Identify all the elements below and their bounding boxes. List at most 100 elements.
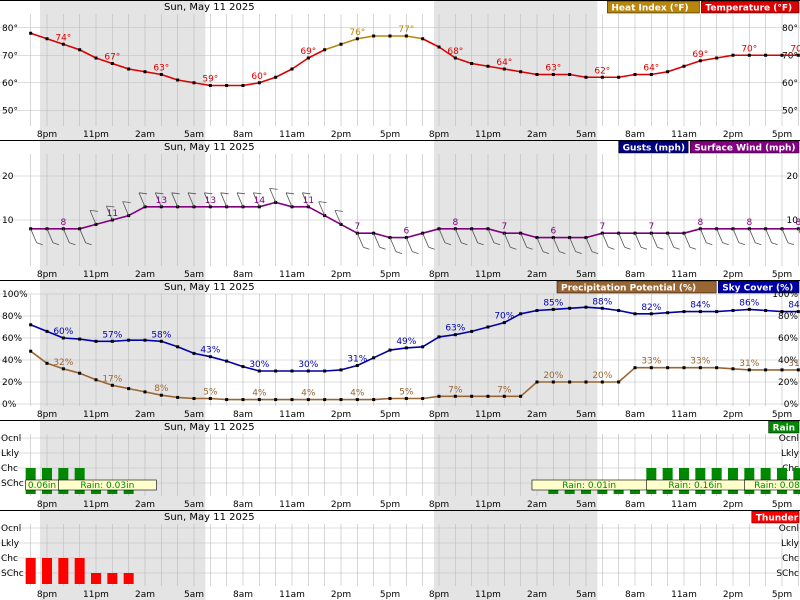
hour-tick-label: 5pm	[772, 410, 792, 420]
legend-label: Temperature (°F)	[705, 4, 792, 14]
panel-4: Sat, May 10 2025Sun, May 11 20258pm11pm2…	[0, 420, 800, 510]
wind-barb	[252, 192, 260, 207]
series-line-segment	[732, 368, 750, 371]
bars: 0.06in Rain: 0.03in Rain: 0.01in Rain: 0.16…	[25, 468, 800, 494]
data-label: 11	[303, 196, 314, 206]
data-point	[355, 37, 359, 41]
data-point	[208, 84, 212, 87]
point-labels: 60% 57% 58% 43% 30% 30% 31% 49% 63% 70% 85% 88% 82% 8…	[53, 297, 800, 398]
y-tick-left: 50°	[2, 106, 18, 116]
data-point	[584, 75, 588, 79]
series-line-segment	[79, 223, 97, 230]
data-point	[388, 34, 392, 38]
data-point	[241, 398, 245, 402]
wind-barb	[253, 192, 262, 195]
wind-barb	[155, 192, 164, 195]
data-point	[290, 398, 294, 402]
data-point	[682, 310, 686, 314]
data-label: 11	[107, 209, 118, 219]
wind-barb	[624, 246, 631, 250]
date-label: Sun, May 11 2025	[164, 282, 255, 293]
wind-barbs	[30, 188, 800, 254]
wind-barb	[89, 210, 97, 225]
wind-barb	[106, 205, 115, 208]
wind-barb	[203, 192, 211, 207]
series-line-segment	[63, 368, 80, 374]
hour-tick-label: 2am	[527, 410, 547, 420]
series-line-segment	[700, 57, 717, 62]
y-tick-right: 0%	[784, 400, 799, 410]
data-point	[339, 368, 343, 372]
category-label-right: Chc	[782, 554, 799, 564]
data-point	[257, 81, 261, 85]
wind-barb	[138, 192, 146, 207]
series-line-segment	[503, 313, 522, 324]
series-line-segment	[259, 76, 276, 84]
data-point	[29, 349, 33, 353]
data-point	[421, 397, 425, 400]
series-line-segment	[716, 309, 734, 313]
legend-label: Sky Cover (%)	[722, 284, 793, 294]
data-label: 5%	[399, 388, 414, 398]
data-label: 4%	[350, 389, 365, 399]
wind-barb	[105, 205, 113, 221]
hour-tick-label: 11am	[279, 590, 305, 600]
series-line-segment	[520, 309, 538, 315]
series-line-segment	[112, 384, 129, 390]
data-point	[323, 369, 327, 373]
series-line-segment	[259, 201, 276, 208]
series-precipitation-potential-	[29, 349, 800, 402]
hour-tick-label: 2pm	[723, 130, 743, 140]
series-line-segment	[30, 350, 48, 364]
wind-barb	[477, 242, 484, 246]
wind-barb	[236, 192, 244, 207]
series-line-segment	[275, 68, 293, 78]
series-line-segment	[340, 223, 358, 234]
series-line-segment	[373, 397, 391, 401]
wind-barb	[220, 192, 228, 207]
series-line-segment	[618, 367, 636, 383]
wind-barb	[699, 228, 707, 243]
data-point	[600, 306, 604, 310]
data-point	[666, 366, 670, 370]
legend-box	[556, 280, 717, 294]
category-label-left: Lkly	[1, 539, 20, 549]
series-line-segment	[373, 232, 391, 239]
data-point	[502, 321, 506, 325]
y-tick-left: 10	[2, 216, 14, 226]
category-label-right: Lkly	[781, 449, 800, 459]
hour-tick-label: 2am	[135, 500, 155, 510]
hour-tick-label: 2pm	[723, 270, 743, 280]
data-point	[747, 307, 751, 311]
series-line-segment	[553, 307, 570, 311]
hour-tick-label: 11am	[279, 270, 305, 280]
hour-tick-label: 11am	[279, 500, 305, 510]
legend-label: Rain	[773, 424, 796, 434]
data-point	[94, 378, 98, 382]
data-label: 8	[60, 218, 66, 228]
hour-tick-label: 11am	[279, 130, 305, 140]
series-line-segment	[161, 73, 178, 81]
hour-tick-label: 5pm	[772, 590, 792, 600]
y-tick-left: 40%	[2, 356, 22, 366]
data-point	[535, 309, 539, 312]
series-line-segment	[651, 70, 668, 76]
series-line-segment	[161, 340, 178, 348]
series-line-segment	[651, 311, 668, 315]
series-line-segment	[487, 321, 505, 328]
wind-barb	[220, 192, 229, 195]
hour-tick-label: 5am	[576, 500, 596, 510]
data-point	[127, 338, 131, 342]
data-label: 60%	[53, 327, 73, 337]
wind-barb	[373, 233, 381, 248]
data-label: 8%	[154, 384, 169, 394]
wind-barb	[657, 246, 664, 250]
wind-barb	[46, 228, 54, 243]
data-point	[61, 42, 65, 46]
data-point	[274, 369, 278, 373]
series-line-segment	[683, 59, 701, 68]
category-label-right: SChc	[776, 569, 799, 579]
data-label: 31%	[739, 359, 759, 369]
wind-barb	[428, 246, 435, 250]
series-line-segment	[324, 214, 342, 226]
